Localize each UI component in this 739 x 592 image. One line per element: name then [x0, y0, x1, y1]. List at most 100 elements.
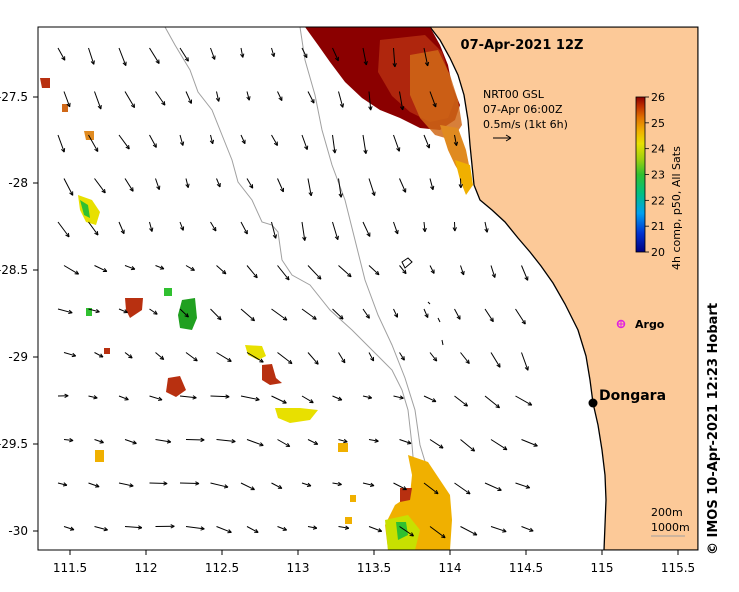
current-arrow	[94, 91, 102, 110]
current-arrow	[484, 221, 489, 233]
current-arrow	[240, 395, 260, 402]
current-arrow	[63, 526, 75, 531]
current-arrow	[185, 265, 195, 271]
current-arrow	[332, 134, 337, 154]
current-arrow	[246, 352, 264, 363]
colorbar-tick-label: 24	[651, 143, 665, 156]
current-arrow	[423, 395, 437, 403]
current-arrow	[216, 265, 227, 275]
colorbar-tick-label: 23	[651, 169, 665, 182]
current-arrow	[240, 221, 248, 235]
current-arrow	[94, 439, 104, 444]
current-arrow	[149, 395, 163, 401]
current-arrow	[246, 526, 259, 533]
current-arrow	[368, 526, 383, 533]
current-arrow	[94, 526, 108, 532]
current-arrow	[392, 47, 397, 68]
current-arrow	[484, 308, 494, 323]
current-arrow	[185, 178, 190, 188]
current-arrow	[338, 265, 352, 278]
current-arrow	[149, 134, 157, 148]
current-arrow	[338, 352, 346, 364]
current-arrow	[362, 395, 373, 400]
current-arrow	[307, 178, 313, 197]
y-tick-label: -29	[8, 350, 28, 364]
current-arrow	[88, 47, 95, 65]
current-arrow	[307, 439, 319, 445]
current-arrow	[338, 91, 345, 108]
current-arrow	[301, 395, 314, 404]
current-arrow	[57, 308, 73, 315]
current-arrow	[490, 352, 501, 368]
x-tick-label: 113.5	[357, 561, 391, 575]
current-arrow	[307, 265, 322, 280]
current-arrow	[368, 352, 375, 362]
current-arrow	[332, 308, 344, 320]
map-title: 07-Apr-2021 12Z	[461, 38, 584, 53]
x-axis: 111.5 112 112.5 113 113.5 114 114.5 115 115.5	[53, 550, 695, 575]
x-tick-label: 115	[591, 561, 614, 575]
current-arrow	[124, 439, 137, 445]
current-arrow	[57, 47, 66, 61]
current-arrow	[155, 524, 175, 529]
colorbar-label: 4h comp, p50, All Sats	[670, 146, 683, 270]
current-arrow	[118, 134, 130, 150]
y-tick-label: -28.5	[0, 263, 28, 277]
current-arrow	[399, 439, 412, 445]
current-arrow	[215, 91, 221, 102]
current-arrow	[246, 91, 251, 101]
colorbar-ticks: 26 25 24 23 22 21 20	[645, 91, 665, 259]
current-arrow	[362, 134, 368, 154]
current-arrow	[94, 265, 108, 272]
current-arrow	[179, 134, 185, 146]
colorbar-tick-label: 26	[651, 91, 665, 104]
current-arrow	[277, 178, 285, 193]
current-arrow	[422, 221, 427, 233]
current-arrow	[423, 308, 429, 318]
current-arrow	[63, 178, 74, 196]
colorbar-tick-label: 25	[651, 117, 665, 130]
current-arrow	[460, 439, 476, 452]
current-arrow	[271, 221, 278, 239]
current-arrow	[429, 178, 435, 191]
x-tick-label: 112	[135, 561, 158, 575]
current-arrow	[423, 482, 439, 495]
current-arrow	[521, 526, 534, 532]
current-arrow	[240, 47, 245, 58]
current-arrow	[393, 134, 401, 152]
current-arrow	[423, 47, 430, 67]
current-arrow	[271, 134, 278, 146]
current-arrow	[94, 352, 104, 358]
current-arrow	[429, 265, 435, 274]
current-arrow	[332, 47, 339, 62]
current-arrow	[57, 482, 68, 487]
current-arrow	[149, 481, 168, 486]
current-arrow	[118, 47, 127, 67]
current-arrow	[515, 395, 533, 406]
current-arrow	[155, 178, 161, 190]
current-arrow	[460, 352, 470, 365]
current-arrow	[515, 308, 526, 325]
current-arrow	[277, 352, 293, 365]
current-arrow	[155, 439, 172, 444]
current-arrow	[216, 352, 232, 362]
current-arrow	[429, 91, 437, 108]
current-arrow	[63, 352, 77, 358]
current-arrow	[63, 265, 80, 275]
current-arrow	[179, 221, 185, 231]
dongara-marker	[588, 398, 598, 408]
current-arrow	[521, 439, 538, 447]
land-mass	[429, 27, 698, 550]
current-arrow	[399, 265, 407, 275]
current-arrow	[124, 265, 136, 271]
current-arrow	[453, 134, 459, 146]
current-arrow	[338, 525, 350, 530]
current-arrow	[521, 265, 529, 281]
colorbar-tick-label: 22	[651, 194, 665, 207]
current-arrow	[210, 394, 230, 399]
current-arrow	[149, 308, 158, 315]
current-arrow	[277, 439, 291, 448]
current-arrow	[301, 308, 317, 320]
y-tick-label: -29.5	[0, 437, 28, 451]
current-arrow	[246, 178, 254, 189]
